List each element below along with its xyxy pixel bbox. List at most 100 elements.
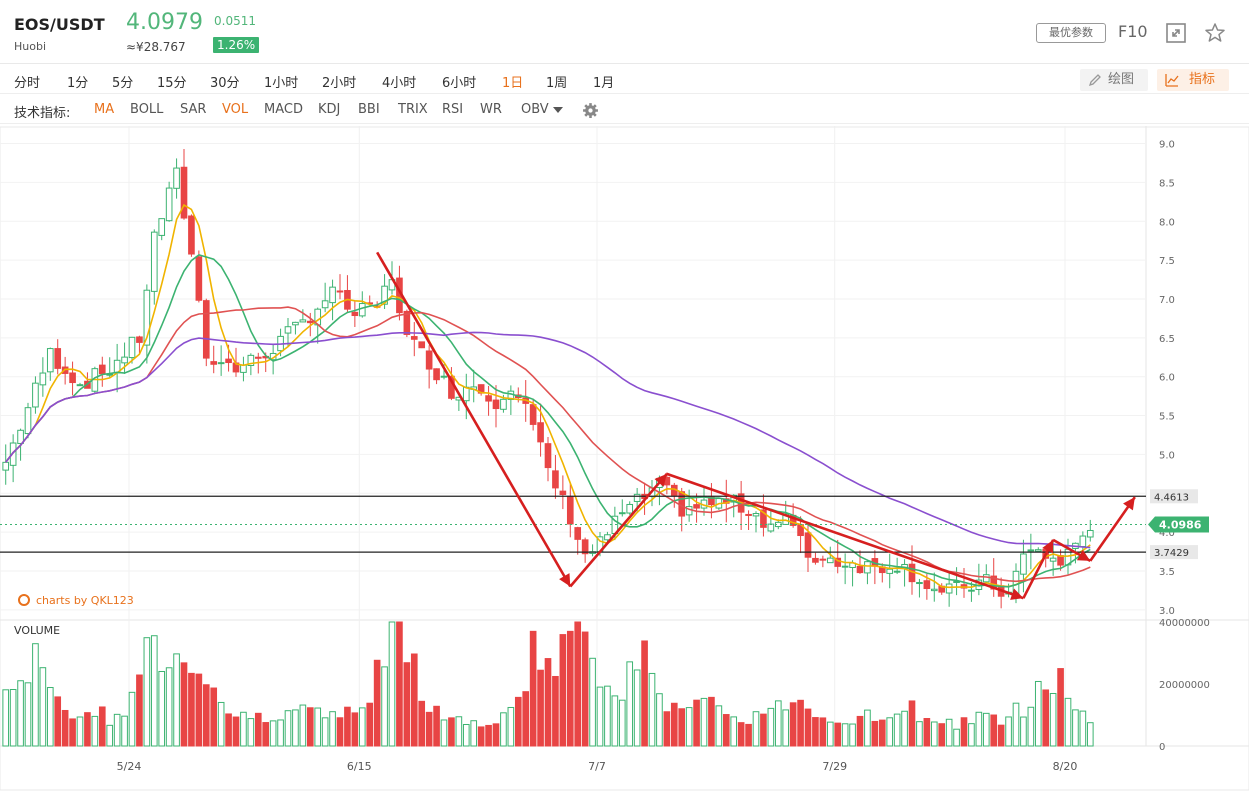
volume-bar-down (448, 717, 455, 747)
ind-bbi[interactable]: BBI (358, 102, 380, 117)
candle-down (544, 443, 552, 469)
ind-rsi[interactable]: RSI (442, 102, 464, 117)
tf-5min[interactable]: 5分 (112, 76, 134, 91)
candle-down (188, 215, 195, 255)
tf-fenshi[interactable]: 分时 (14, 76, 41, 91)
volume-bar-up (240, 711, 247, 747)
draw-button[interactable]: 绘图 (1080, 69, 1148, 91)
tf-1min[interactable]: 1分 (67, 76, 89, 91)
indicator-button[interactable]: 指标 (1157, 69, 1229, 91)
price-chart[interactable]: 5/246/157/77/298/209/113.03.54.04.55.05.… (0, 126, 1249, 791)
candle-down (418, 341, 426, 349)
candle-up (864, 561, 871, 574)
volume-bar-up (841, 723, 849, 747)
volume-bar-down (559, 634, 567, 747)
candle-down (678, 491, 686, 517)
tf-1d[interactable]: 1日 (502, 76, 524, 91)
volume-bar-up (953, 728, 960, 747)
volume-bar-up (165, 667, 173, 747)
candle-up (618, 512, 626, 515)
tf-6h[interactable]: 6小时 (442, 76, 477, 91)
tf-15min[interactable]: 15分 (157, 76, 187, 91)
candle-up (604, 534, 611, 541)
best-params-button[interactable]: 最优参数 (1036, 23, 1106, 43)
ind-macd[interactable]: MACD (264, 102, 303, 117)
tf-1h[interactable]: 1小时 (264, 76, 299, 91)
volume-bar-down (522, 691, 530, 747)
ind-vol[interactable]: VOL (222, 102, 249, 117)
candle-down (745, 513, 752, 516)
volume-bar-up (247, 718, 255, 747)
x-tick-label: 5/24 (117, 760, 142, 773)
volume-bar-down (760, 713, 767, 747)
volume-bar-down (641, 640, 648, 747)
price-tick-label: 3.5 (1159, 567, 1175, 578)
volume-bar-down (834, 722, 842, 747)
candle-down (693, 504, 700, 509)
price-tick-label: 6.5 (1159, 334, 1175, 345)
ind-trix[interactable]: TRIX (398, 102, 428, 117)
volume-bar-up (633, 669, 641, 747)
expand-icon[interactable] (1165, 22, 1187, 44)
tf-1mon[interactable]: 1月 (593, 76, 615, 91)
price-tick-label: 7.0 (1159, 295, 1175, 306)
volume-bar-up (39, 667, 47, 747)
volume-bar-down (180, 662, 188, 747)
candle-down (403, 310, 411, 335)
gear-icon[interactable] (582, 102, 599, 119)
volume-tick-label: 20000000 (1159, 680, 1210, 691)
candle-up (1034, 549, 1042, 552)
ind-sar[interactable]: SAR (180, 102, 207, 117)
volume-bar-up (277, 719, 284, 747)
star-icon[interactable] (1204, 22, 1226, 44)
candle-down (856, 565, 864, 574)
candle-up (1027, 549, 1035, 552)
candle-down (566, 496, 574, 525)
f10-button[interactable]: F10 (1118, 22, 1148, 41)
chevron-down-icon[interactable] (553, 107, 563, 113)
volume-bar-down (708, 696, 715, 747)
candle-down (136, 336, 143, 343)
cny-price: ≈¥28.767 (126, 40, 186, 54)
volume-bar-down (188, 672, 195, 747)
volume-bar-down (418, 700, 426, 747)
ind-obv[interactable]: OBV (521, 102, 549, 117)
volume-bar-up (656, 693, 663, 747)
volume-bar-up (611, 695, 619, 747)
candle-up (752, 513, 760, 517)
candle-up (1079, 535, 1087, 548)
ind-kdj[interactable]: KDJ (318, 102, 341, 117)
tf-30min[interactable]: 30分 (210, 76, 240, 91)
ind-boll[interactable]: BOLL (130, 102, 164, 117)
price-change: 0.0511 (214, 14, 256, 28)
ind-wr[interactable]: WR (480, 102, 502, 117)
price-tick-label: 6.0 (1159, 373, 1175, 384)
volume-bar-up (217, 701, 225, 747)
tf-4h[interactable]: 4小时 (382, 76, 417, 91)
volume-bar-up (470, 720, 478, 747)
candle-down (537, 422, 544, 443)
volume-bar-up (982, 712, 990, 747)
candle-up (945, 583, 953, 594)
volume-tick-label: 40000000 (1159, 618, 1210, 629)
volume-bar-down (210, 687, 218, 747)
volume-bar-down (552, 675, 559, 747)
volume-bar-up (113, 713, 121, 747)
tf-2h[interactable]: 2小时 (322, 76, 357, 91)
candle-down (492, 399, 500, 410)
volume-bar-up (968, 723, 975, 747)
candle-up (953, 580, 960, 583)
tf-1w[interactable]: 1周 (546, 76, 568, 91)
volume-bar-up (32, 643, 39, 747)
volume-bar-down (812, 717, 819, 747)
candle-up (128, 336, 136, 359)
candle-down (98, 364, 106, 375)
trend-arrowhead (1042, 539, 1054, 554)
volume-bar-up (893, 713, 901, 747)
candle-down (812, 557, 819, 563)
volume-bar-up (314, 707, 322, 747)
ind-ma[interactable]: MA (94, 102, 115, 117)
candle-up (240, 364, 247, 373)
volume-title: VOLUME (14, 624, 61, 637)
